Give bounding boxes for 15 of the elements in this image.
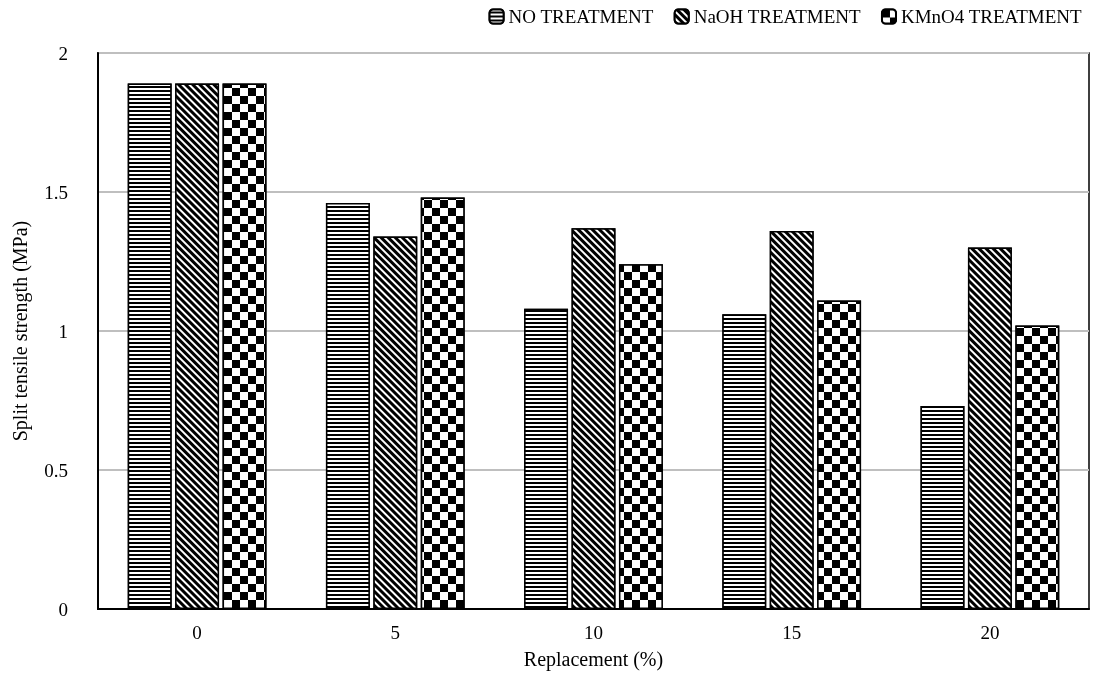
y-tick-label: 0.5 [44, 459, 68, 481]
y-axis-title: Split tensile strength (MPa) [9, 220, 32, 442]
x-tick-label: 20 [980, 622, 1000, 643]
x-tick-label: 0 [192, 622, 202, 643]
legend-label: KMnO4 TREATMENT [900, 6, 1083, 27]
legend-label: NO TREATMENT [508, 6, 654, 27]
y-tick-label: 0 [58, 598, 68, 620]
y-tick-label: 2 [58, 42, 68, 64]
legend-label: NaOH TREATMENT [693, 6, 862, 27]
x-axis-title: Replacement (%) [523, 648, 664, 671]
y-tick-label: 1 [58, 320, 68, 342]
x-tick-label: 15 [782, 622, 802, 643]
x-tick-label: 10 [584, 622, 603, 643]
x-tick-label: 5 [390, 622, 401, 643]
y-tick-label: 1.5 [44, 181, 68, 203]
